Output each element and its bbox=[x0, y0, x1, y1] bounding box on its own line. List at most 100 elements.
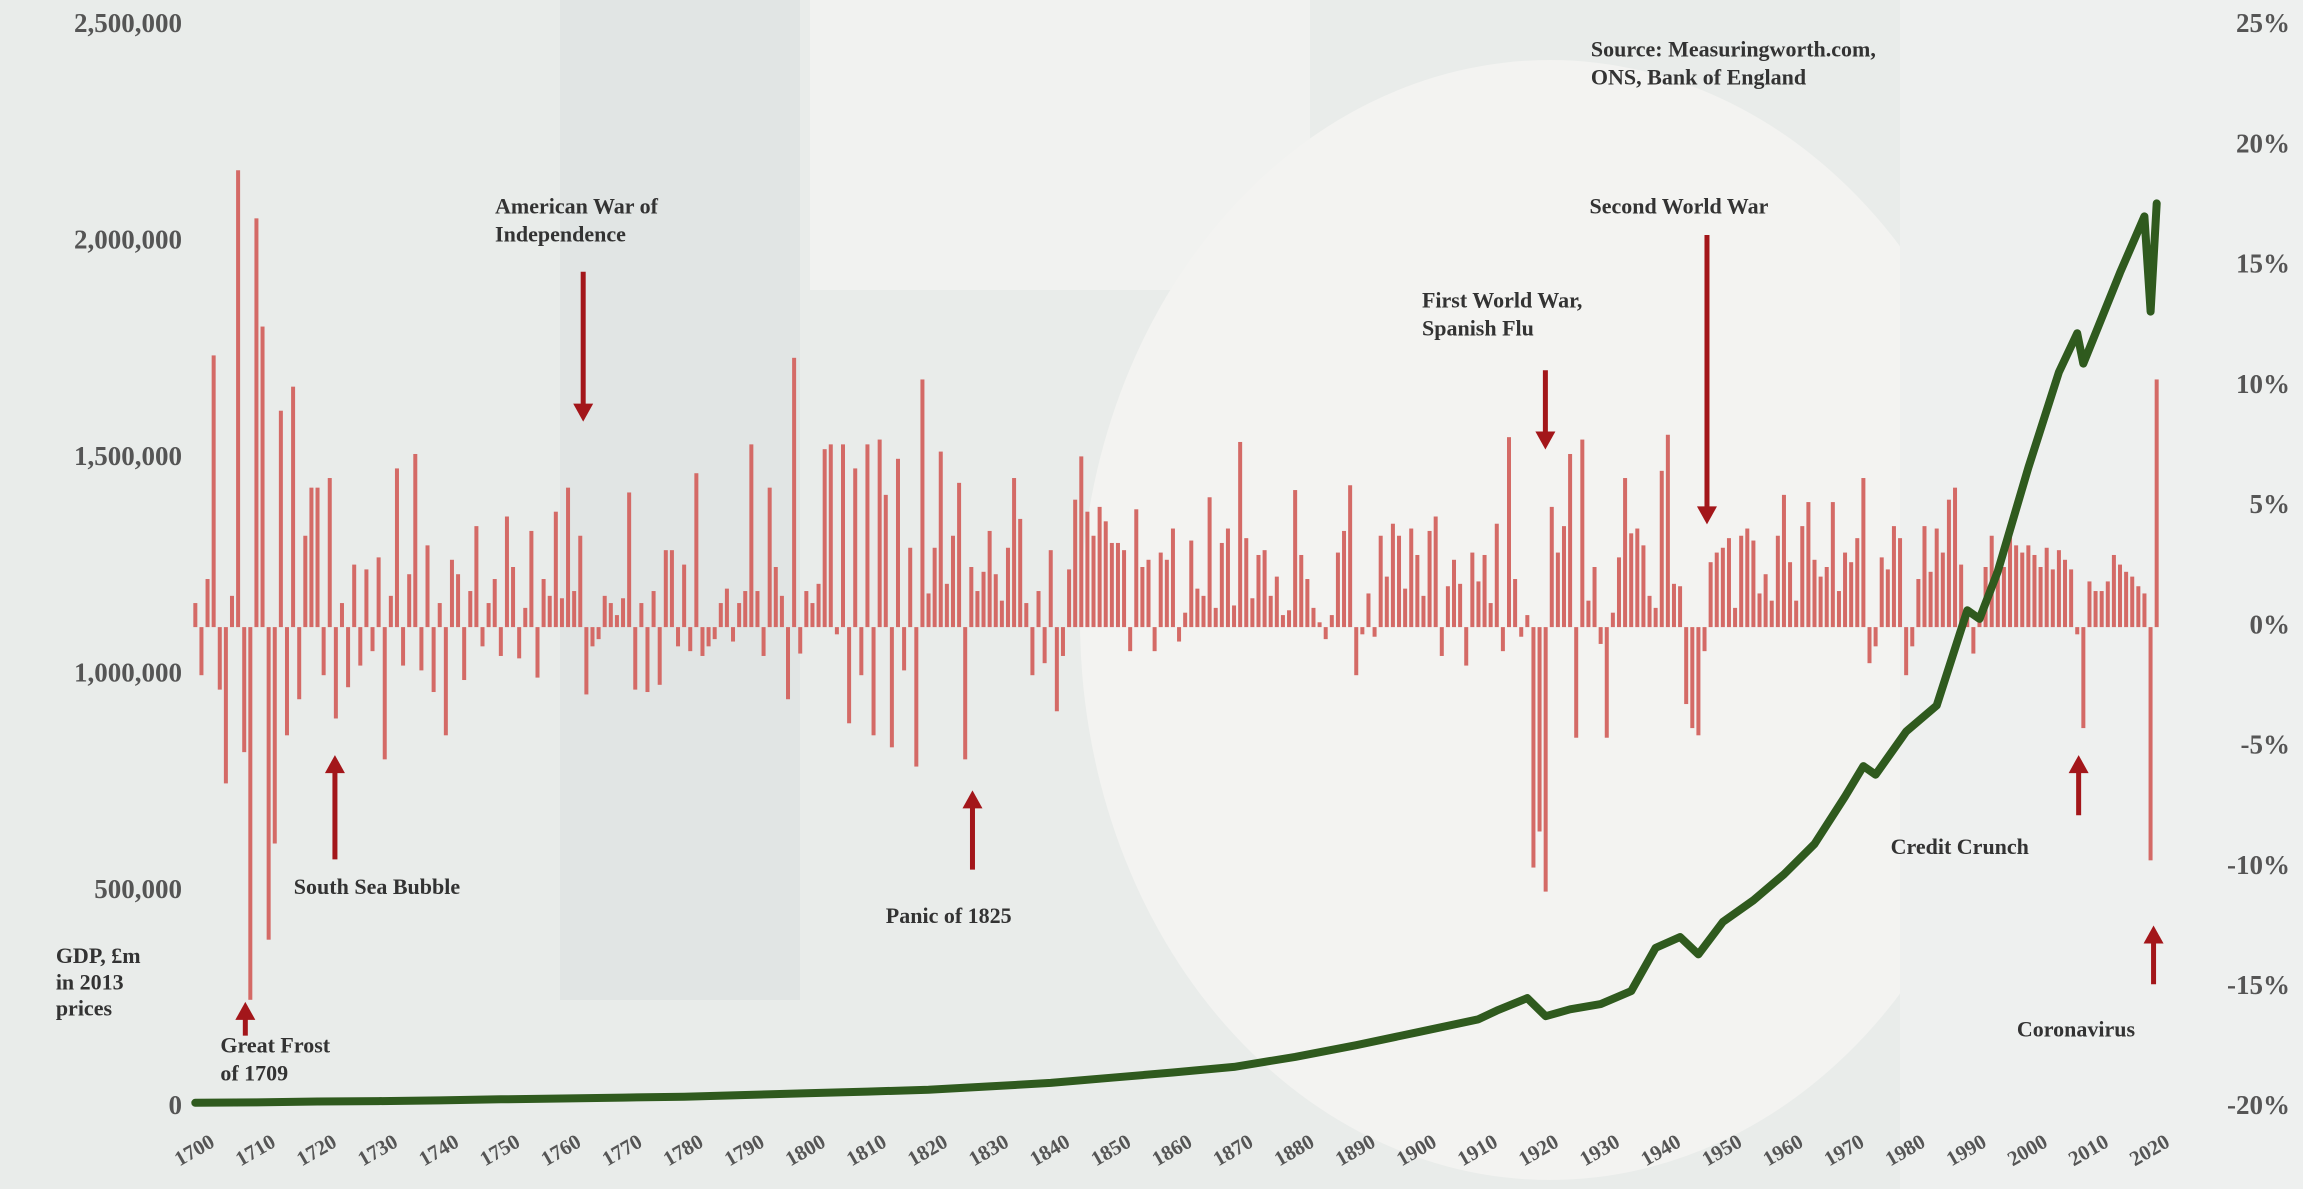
bar bbox=[493, 579, 497, 627]
bar bbox=[2155, 379, 2159, 627]
bar bbox=[572, 591, 576, 627]
bar bbox=[2014, 545, 2018, 627]
bar bbox=[1311, 608, 1315, 627]
bar bbox=[340, 603, 344, 627]
bar bbox=[1238, 442, 1242, 627]
bar bbox=[450, 560, 454, 627]
bar bbox=[768, 488, 772, 627]
bar bbox=[230, 596, 234, 627]
bar bbox=[1733, 608, 1737, 627]
bar bbox=[603, 596, 607, 627]
bar bbox=[1813, 560, 1817, 627]
bar bbox=[1287, 610, 1291, 627]
bar bbox=[2087, 581, 2091, 627]
y-tick-label: 500,000 bbox=[94, 874, 182, 904]
y2-tick-label: -5% bbox=[2241, 730, 2291, 760]
bar bbox=[908, 548, 912, 627]
bar bbox=[1360, 627, 1364, 634]
page: 0500,0001,000,0001,500,0002,000,0002,500… bbox=[0, 0, 2303, 1189]
bar bbox=[1507, 437, 1511, 627]
bar bbox=[2045, 548, 2049, 627]
bar bbox=[206, 579, 210, 627]
bar bbox=[364, 569, 368, 627]
bar bbox=[1336, 553, 1340, 628]
bar bbox=[236, 170, 240, 627]
bar bbox=[1916, 579, 1920, 627]
bar bbox=[841, 444, 845, 627]
bar bbox=[658, 627, 662, 685]
bar bbox=[896, 459, 900, 627]
bar bbox=[823, 449, 827, 627]
bar bbox=[224, 627, 228, 783]
bar bbox=[242, 627, 246, 752]
bar bbox=[511, 567, 515, 627]
bar bbox=[829, 444, 833, 627]
annotation: Credit Crunch bbox=[1891, 834, 2029, 859]
bar bbox=[389, 596, 393, 627]
bar bbox=[1183, 613, 1187, 627]
bar bbox=[731, 627, 735, 641]
bar bbox=[1715, 553, 1719, 628]
bar bbox=[810, 603, 814, 627]
annotation: American War of bbox=[495, 194, 659, 219]
bar bbox=[1501, 627, 1505, 651]
bar bbox=[872, 627, 876, 735]
bar bbox=[1165, 560, 1169, 627]
bar bbox=[1825, 567, 1829, 627]
bar bbox=[499, 627, 503, 656]
bar bbox=[487, 603, 491, 627]
annotation: Second World War bbox=[1589, 194, 1768, 219]
bar bbox=[1861, 478, 1865, 627]
bar bbox=[1299, 555, 1303, 627]
bar bbox=[957, 483, 961, 627]
bar bbox=[1867, 627, 1871, 663]
bar bbox=[377, 557, 381, 627]
bar bbox=[316, 488, 320, 627]
bar bbox=[1177, 627, 1181, 641]
bar bbox=[1043, 627, 1047, 663]
bar bbox=[1428, 531, 1432, 627]
bar bbox=[1806, 502, 1810, 627]
bar bbox=[1128, 627, 1132, 651]
bar bbox=[627, 492, 631, 627]
bar bbox=[1751, 541, 1755, 628]
bar bbox=[267, 627, 271, 940]
y2-tick-label: 20% bbox=[2236, 128, 2290, 158]
bar bbox=[193, 603, 197, 627]
bar bbox=[309, 488, 313, 627]
bar bbox=[1037, 591, 1041, 627]
bar bbox=[1641, 545, 1645, 627]
bar bbox=[1709, 562, 1713, 627]
bar bbox=[1354, 627, 1358, 675]
bar bbox=[560, 598, 564, 627]
bar bbox=[700, 627, 704, 656]
bar bbox=[1250, 598, 1254, 627]
source-note: ONS, Bank of England bbox=[1591, 64, 1806, 89]
bar bbox=[1269, 596, 1273, 627]
bar bbox=[1489, 603, 1493, 627]
bar bbox=[2020, 553, 2024, 628]
y2-tick-label: 25% bbox=[2236, 8, 2290, 38]
bar bbox=[633, 627, 637, 690]
bar bbox=[199, 627, 203, 675]
bar bbox=[597, 627, 601, 639]
bar bbox=[590, 627, 594, 646]
bar bbox=[413, 454, 417, 627]
bar bbox=[407, 574, 411, 627]
bar bbox=[1134, 509, 1138, 627]
bar bbox=[2112, 555, 2116, 627]
bar bbox=[1770, 601, 1774, 627]
bar bbox=[1880, 557, 1884, 627]
bar bbox=[945, 584, 949, 627]
bar bbox=[1281, 615, 1285, 627]
y-axis-label: in 2013 bbox=[56, 969, 124, 994]
bar bbox=[1843, 553, 1847, 628]
bar bbox=[737, 603, 741, 627]
bar bbox=[865, 444, 869, 627]
bar bbox=[468, 591, 472, 627]
bar bbox=[1654, 608, 1658, 627]
bar bbox=[1049, 550, 1053, 627]
bar bbox=[933, 548, 937, 627]
bar bbox=[1104, 521, 1108, 627]
annotation: Panic of 1825 bbox=[886, 903, 1012, 928]
